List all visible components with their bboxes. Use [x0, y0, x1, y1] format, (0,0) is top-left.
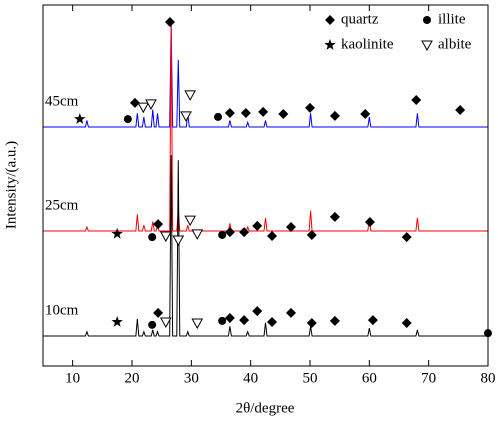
phase-marker [191, 229, 204, 240]
phase-marker [252, 306, 263, 317]
phase-marker [74, 113, 86, 124]
series-label: 10cm [45, 302, 79, 318]
phase-marker [180, 111, 192, 122]
phase-marker [258, 106, 269, 117]
phase-marker [191, 318, 204, 330]
phase-marker [129, 97, 140, 108]
phase-marker [218, 316, 227, 325]
x-axis-label: 2θ/degree [236, 400, 295, 416]
phase-marker [267, 231, 278, 242]
phase-marker [411, 94, 422, 105]
phase-marker [148, 320, 157, 329]
phase-marker [239, 227, 250, 238]
x-tick-label: 30 [184, 370, 199, 386]
phase-marker [325, 15, 335, 25]
phase-marker [239, 315, 250, 326]
phase-marker [286, 222, 297, 233]
legend-label: albite [438, 36, 472, 52]
phase-marker [306, 229, 317, 240]
phase-marker [172, 235, 185, 247]
plot-frame [42, 4, 489, 367]
phase-marker [360, 109, 371, 120]
phase-marker [214, 112, 223, 121]
phase-marker [153, 307, 164, 318]
phase-marker [224, 227, 235, 238]
phase-marker [401, 318, 412, 329]
x-tick-label: 50 [303, 370, 318, 386]
phase-marker [111, 227, 123, 239]
phase-marker [137, 102, 150, 114]
phase-marker [286, 307, 297, 318]
phase-marker [401, 232, 412, 243]
phase-marker [153, 219, 164, 230]
phase-marker [324, 39, 336, 50]
phase-marker [145, 99, 157, 110]
x-tick-label: 80 [481, 370, 496, 386]
phase-marker [224, 312, 235, 323]
legend-label: quartz [341, 11, 379, 27]
phase-marker [184, 90, 196, 101]
phase-marker [329, 110, 340, 121]
x-tick-label: 40 [243, 370, 258, 386]
x-tick-label: 60 [362, 370, 377, 386]
series-line [43, 23, 488, 128]
legend-label: illite [438, 11, 466, 27]
phase-marker [329, 211, 340, 222]
series-line [43, 155, 488, 337]
phase-marker [159, 317, 172, 328]
phase-marker [267, 316, 278, 327]
phase-marker [218, 230, 227, 239]
y-axis-label: Intensity/(a.u.) [3, 141, 19, 229]
phase-marker [455, 105, 466, 116]
series-line [43, 21, 488, 232]
phase-marker [224, 107, 235, 118]
phase-marker [278, 109, 289, 120]
phase-marker [367, 315, 378, 326]
phase-marker [148, 233, 157, 242]
phase-marker [305, 102, 315, 113]
phase-marker [421, 40, 433, 52]
series-label: 45cm [45, 93, 79, 109]
phase-marker [123, 115, 132, 124]
phase-marker [306, 318, 317, 329]
phase-marker [159, 231, 172, 243]
phase-marker [252, 220, 263, 231]
legend-label: kaolinite [341, 36, 394, 52]
x-tick-label: 10 [65, 370, 80, 386]
phase-marker [240, 107, 251, 118]
phase-marker [364, 216, 375, 227]
phase-marker [164, 16, 175, 27]
phase-marker [184, 215, 196, 227]
x-tick-label: 70 [421, 370, 436, 386]
series-label: 25cm [45, 197, 79, 213]
phase-marker [111, 315, 123, 327]
phase-marker [423, 16, 431, 24]
phase-marker [329, 315, 340, 326]
x-tick-label: 20 [125, 370, 140, 386]
